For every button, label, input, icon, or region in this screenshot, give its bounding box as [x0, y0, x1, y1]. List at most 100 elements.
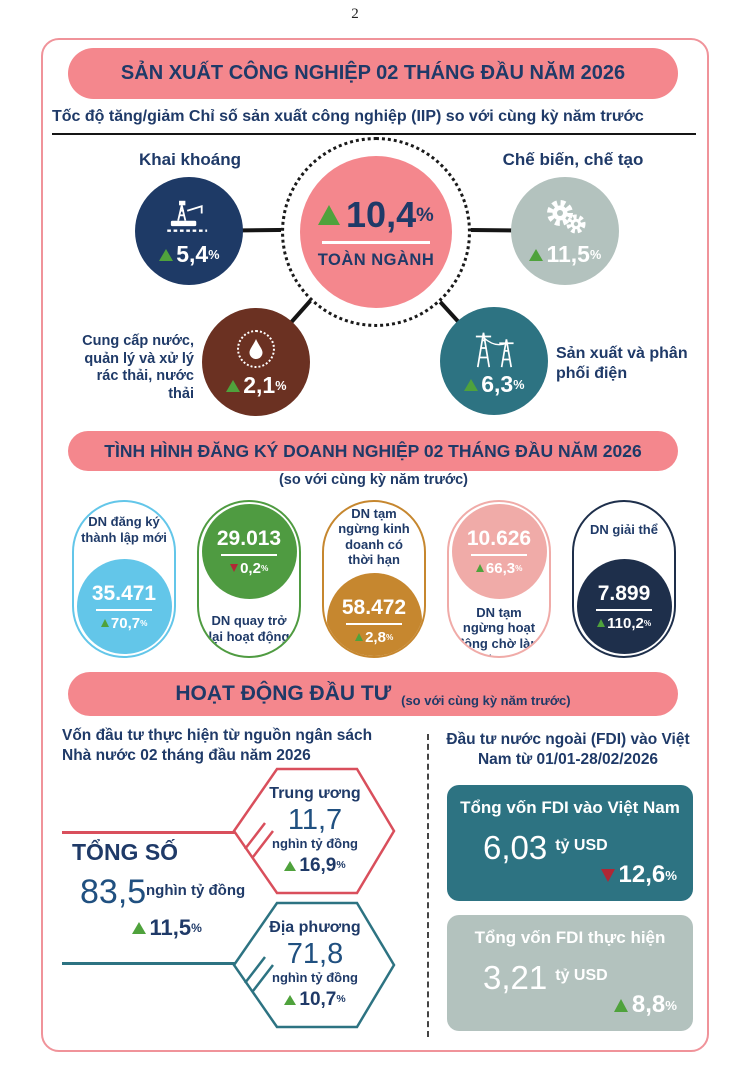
- hexagon-outline: [232, 767, 396, 895]
- value-cung-cap-nuoc: 2,1%: [225, 372, 286, 399]
- gears-icon: [537, 196, 593, 240]
- connector-line-dia-phuong: [62, 962, 240, 965]
- circle-san-xuat-dien: 6,3%: [440, 307, 548, 415]
- section1-title: SẢN XUẤT CÔNG NGHIỆP 02 THÁNG ĐẦU NĂM 20…: [120, 62, 626, 84]
- break-chevron: [244, 956, 274, 992]
- toan-nganh-circle: 10,4% TOÀN NGÀNH: [300, 156, 452, 308]
- pill-value: 7.899: [597, 581, 651, 605]
- page-number: 2: [351, 6, 359, 22]
- hex-unit: nghìn tỷ đồng: [272, 969, 358, 985]
- total-label: TỔNG SỐ: [72, 839, 179, 865]
- section1-header: SẢN XUẤT CÔNG NGHIỆP 02 THÁNG ĐẦU NĂM 20…: [68, 48, 678, 99]
- dashed-divider: [427, 734, 429, 1037]
- fdi-box-unit: tỷ USD: [555, 967, 608, 984]
- break-chevron: [244, 822, 274, 858]
- section3-note: (so với cùng kỳ năm trước): [401, 692, 571, 708]
- fdi-box-change: 12,6%: [600, 861, 677, 889]
- section2-header: TÌNH HÌNH ĐĂNG KÝ DOANH NGHIỆP 02 THÁNG …: [68, 431, 678, 471]
- up-triangle-icon: [100, 619, 109, 627]
- label-khai-khoang: Khai khoáng: [138, 150, 241, 169]
- power-towers-icon: [463, 326, 525, 370]
- fdi-box-unit: tỷ USD: [555, 837, 608, 854]
- pill-label: DN tạm ngừng hoạt động chờ làm thủ tục g…: [456, 605, 542, 656]
- hex-label: Địa phương: [269, 919, 361, 937]
- stat-pill-dn-tam-ngung-kd: DN tạm ngừng kinh doanh có thời hạn 58.4…: [322, 500, 426, 658]
- down-triangle-icon: [229, 564, 238, 572]
- pill-circle: 35.471 70,7%: [76, 559, 172, 654]
- hexagon-dia-phuong: Địa phương 71,8 nghìn tỷ đồng 10,7%: [231, 899, 397, 1031]
- pill-label: DN đăng ký thành lập mới: [81, 514, 167, 545]
- fdi-box-label: Tổng vốn FDI vào Việt Nam: [460, 798, 680, 817]
- hexagon-outline: [232, 901, 396, 1029]
- value-san-xuat-dien: 6,3%: [463, 371, 524, 398]
- pill-value: 10.626: [466, 526, 532, 550]
- iip-total-value: 10,4%: [318, 194, 434, 236]
- pill-circle: 29.013 0,2%: [201, 504, 297, 599]
- up-triangle-icon: [528, 248, 543, 261]
- circle-cung-cap-nuoc: 2,1%: [202, 308, 310, 416]
- pill-value: 35.471: [91, 581, 157, 605]
- pill-change: 70,7%: [100, 615, 147, 632]
- fdi-box-thuc-hien: Tổng vốn FDI thực hiện 3,21 tỷ USD 8,8%: [447, 915, 693, 1031]
- oil-rig-icon: [160, 196, 218, 240]
- pill-circle: 58.472 2,8%: [326, 573, 422, 656]
- divider-line: [471, 553, 527, 556]
- pill-label: DN tạm ngừng kinh doanh có thời hạn: [338, 506, 410, 567]
- pill-change: 66,3%: [475, 560, 522, 577]
- fdi-box-value: 6,03 tỷ USD: [483, 829, 608, 866]
- dotted-ring: [237, 330, 275, 368]
- total-value: 83,5: [80, 873, 147, 911]
- hex-unit: nghìn tỷ đồng: [272, 835, 358, 851]
- outer-frame: [41, 38, 709, 1052]
- section3-header: HOẠT ĐỘNG ĐẦU TƯ (so với cùng kỳ năm trư…: [68, 672, 678, 716]
- up-triangle-icon: [132, 922, 146, 934]
- pill-change: 0,2%: [229, 560, 268, 577]
- stat-pill-dn-giai-the: DN giải thể 7.899 110,2%: [572, 500, 676, 658]
- fdi-title: Đầu tư nước ngoài (FDI) vào Việt Nam từ …: [446, 731, 690, 769]
- hex-change: 10,7%: [284, 989, 346, 1011]
- section3-title: HOẠT ĐỘNG ĐẦU TƯ: [175, 682, 392, 705]
- hex-label: Trung ương: [269, 785, 361, 803]
- fdi-box-change: 8,8%: [614, 991, 677, 1019]
- up-triangle-icon: [158, 248, 173, 261]
- water-drop-icon: [237, 327, 275, 371]
- up-triangle-icon: [354, 633, 363, 642]
- up-triangle-icon: [318, 205, 341, 226]
- up-triangle-icon: [475, 564, 484, 572]
- value-che-bien: 11,5%: [528, 241, 601, 268]
- total-change: 11,5%: [132, 915, 202, 941]
- divider-line: [346, 622, 402, 625]
- up-triangle-icon: [225, 379, 240, 392]
- up-triangle-icon: [284, 994, 297, 1005]
- stat-pill-dn-thanh-lap-moi: DN đăng ký thành lập mới 35.471 70,7%: [72, 500, 176, 658]
- stat-pill-dn-quay-tro-lai: 29.013 0,2% DN quay trở lại hoạt động: [197, 500, 301, 658]
- state-budget-title: Vốn đầu tư thực hiện từ nguồn ngân sách …: [62, 727, 373, 765]
- divider-line: [596, 608, 652, 611]
- pill-label: DN giải thể: [590, 521, 658, 537]
- down-triangle-icon: [600, 868, 615, 882]
- pill-circle: 10.626 66,3%: [451, 504, 547, 599]
- section2-subtitle: (so với cùng kỳ năm trước): [278, 472, 469, 488]
- label-cung-cap-nuoc: Cung cấp nước, quản lý và xử lý rác thải…: [82, 333, 194, 403]
- hex-value: 11,7: [287, 804, 343, 837]
- hexagon-trung-uong: Trung ương 11,7 nghìn tỷ đồng 16,9%: [231, 765, 397, 897]
- divider-line: [221, 553, 277, 556]
- up-triangle-icon: [284, 860, 297, 871]
- section1-subtitle: Tốc độ tăng/giảm Chỉ số sản xuất công ng…: [52, 108, 644, 125]
- toan-nganh-label: TOÀN NGÀNH: [317, 250, 435, 269]
- label-san-xuat-dien: Sản xuất và phân phối điện: [556, 345, 688, 382]
- circle-khai-khoang: 5,4%: [135, 177, 243, 285]
- stat-pill-dn-cho-giai-the: 10.626 66,3% DN tạm ngừng hoạt động chờ …: [447, 500, 551, 658]
- pill-value: 58.472: [341, 595, 407, 619]
- circle-che-bien: 11,5%: [511, 177, 619, 285]
- pill-change: 110,2%: [596, 615, 651, 632]
- divider-line: [322, 241, 430, 244]
- pill-change: 2,8%: [354, 629, 393, 646]
- toan-nganh-dotted-ring: 10,4% TOÀN NGÀNH: [281, 137, 471, 327]
- up-triangle-icon: [596, 619, 605, 627]
- hex-value: 71,8: [286, 938, 344, 971]
- section2-title: TÌNH HÌNH ĐĂNG KÝ DOANH NGHIỆP 02 THÁNG …: [104, 440, 642, 461]
- pill-label: DN quay trở lại hoạt động: [208, 613, 290, 644]
- connector-line-trung-uong: [62, 831, 240, 834]
